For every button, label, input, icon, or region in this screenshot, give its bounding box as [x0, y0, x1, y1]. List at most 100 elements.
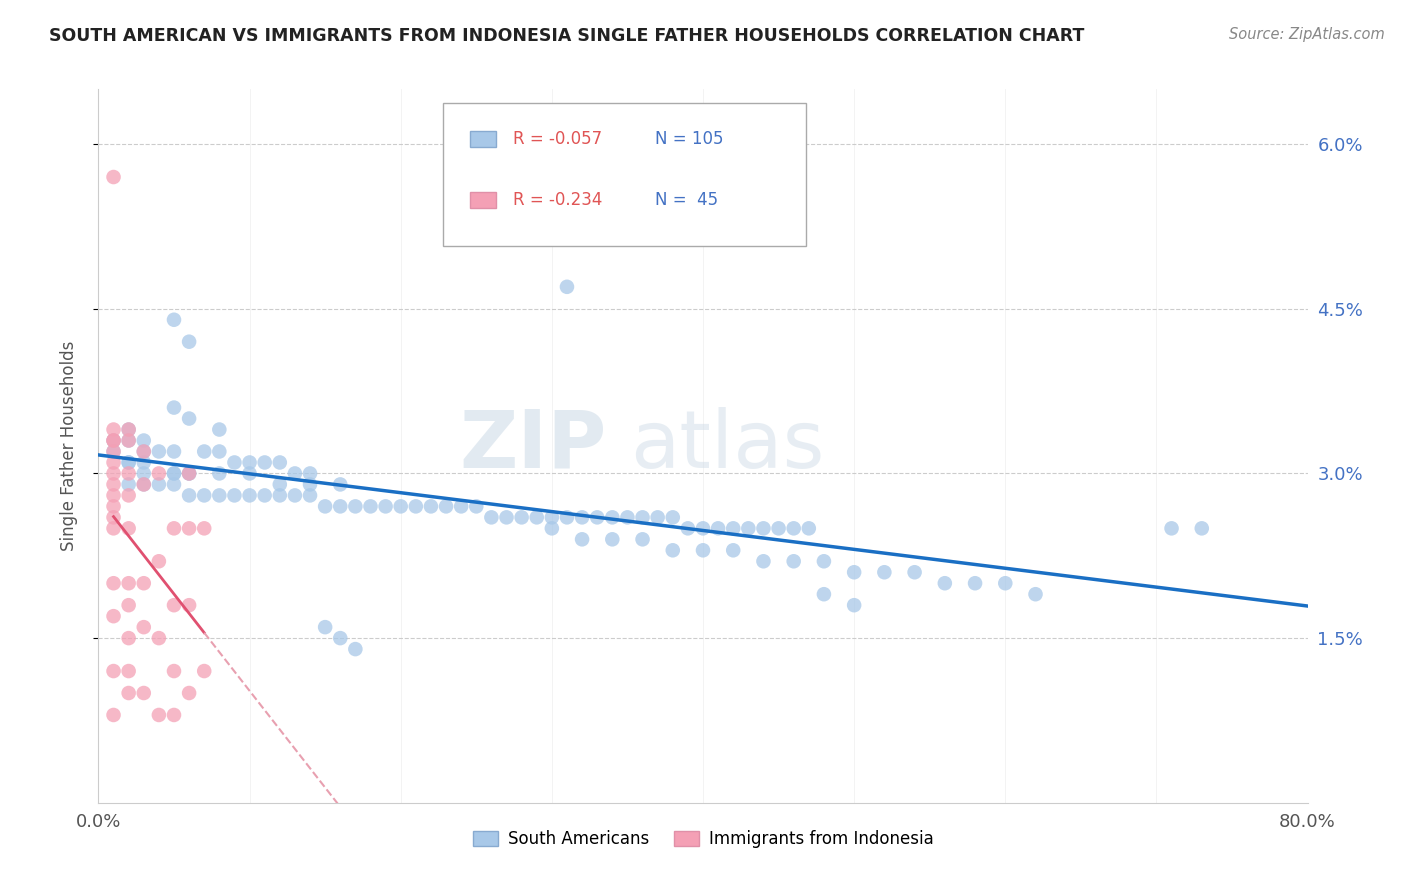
Point	[103, 477, 125, 491]
Point	[103, 521, 125, 535]
Point	[374, 500, 396, 514]
Point	[723, 521, 745, 535]
Point	[540, 521, 562, 535]
Point	[434, 500, 457, 514]
Point	[555, 510, 578, 524]
Point	[118, 576, 141, 591]
Point	[132, 477, 155, 491]
Text: atlas: atlas	[630, 407, 825, 485]
Point	[208, 467, 231, 481]
Point	[103, 488, 125, 502]
Point	[934, 576, 956, 591]
Point	[103, 510, 125, 524]
Point	[571, 510, 593, 524]
Point	[768, 521, 790, 535]
Text: R = -0.057: R = -0.057	[513, 130, 602, 148]
Point	[193, 521, 215, 535]
Point	[631, 533, 654, 547]
Point	[148, 631, 170, 645]
Point	[616, 510, 638, 524]
Point	[179, 467, 201, 481]
Point	[284, 488, 307, 502]
Point	[163, 467, 186, 481]
Point	[103, 169, 125, 184]
Point	[723, 543, 745, 558]
Point	[602, 533, 624, 547]
Point	[118, 455, 141, 469]
Point	[389, 500, 412, 514]
Point	[132, 576, 155, 591]
Point	[179, 598, 201, 612]
Text: R = -0.234: R = -0.234	[513, 191, 603, 209]
Point	[783, 521, 806, 535]
Point	[103, 434, 125, 448]
Point	[329, 477, 352, 491]
Point	[179, 521, 201, 535]
Text: SOUTH AMERICAN VS IMMIGRANTS FROM INDONESIA SINGLE FATHER HOUSEHOLDS CORRELATION: SOUTH AMERICAN VS IMMIGRANTS FROM INDONE…	[49, 27, 1084, 45]
Point	[208, 423, 231, 437]
Point	[118, 488, 141, 502]
Point	[163, 312, 186, 326]
Point	[132, 467, 155, 481]
Point	[118, 686, 141, 700]
Point	[602, 510, 624, 524]
Point	[163, 664, 186, 678]
Point	[737, 521, 759, 535]
Point	[253, 488, 276, 502]
Point	[148, 477, 170, 491]
Point	[844, 598, 866, 612]
Point	[661, 543, 683, 558]
Point	[163, 467, 186, 481]
Point	[103, 455, 125, 469]
Point	[239, 455, 262, 469]
Point	[103, 708, 125, 723]
Point	[526, 510, 548, 524]
Point	[965, 576, 987, 591]
Point	[314, 620, 336, 634]
Point	[179, 411, 201, 425]
Point	[239, 488, 262, 502]
Point	[813, 554, 835, 568]
Point	[179, 467, 201, 481]
Point	[103, 423, 125, 437]
FancyBboxPatch shape	[470, 192, 496, 208]
Point	[405, 500, 427, 514]
Point	[118, 434, 141, 448]
Point	[344, 642, 367, 657]
Text: N =  45: N = 45	[655, 191, 717, 209]
Point	[103, 434, 125, 448]
Point	[692, 521, 714, 535]
Point	[1191, 521, 1213, 535]
Point	[269, 488, 291, 502]
Point	[118, 434, 141, 448]
Point	[193, 664, 215, 678]
Point	[224, 488, 246, 502]
Point	[692, 543, 714, 558]
Point	[239, 467, 262, 481]
Point	[103, 444, 125, 458]
Point	[132, 434, 155, 448]
Point	[163, 444, 186, 458]
Text: ZIP: ZIP	[458, 407, 606, 485]
Point	[148, 467, 170, 481]
Point	[844, 566, 866, 580]
Point	[163, 401, 186, 415]
Point	[510, 510, 533, 524]
Point	[132, 686, 155, 700]
Point	[163, 598, 186, 612]
Point	[526, 137, 548, 152]
Point	[752, 554, 775, 568]
Point	[118, 423, 141, 437]
Point	[314, 500, 336, 514]
Point	[329, 631, 352, 645]
Point	[208, 488, 231, 502]
Point	[904, 566, 927, 580]
Point	[420, 500, 443, 514]
Point	[163, 521, 186, 535]
Point	[118, 664, 141, 678]
Point	[253, 455, 276, 469]
Point	[813, 587, 835, 601]
Point	[163, 708, 186, 723]
Point	[132, 444, 155, 458]
Point	[179, 686, 201, 700]
